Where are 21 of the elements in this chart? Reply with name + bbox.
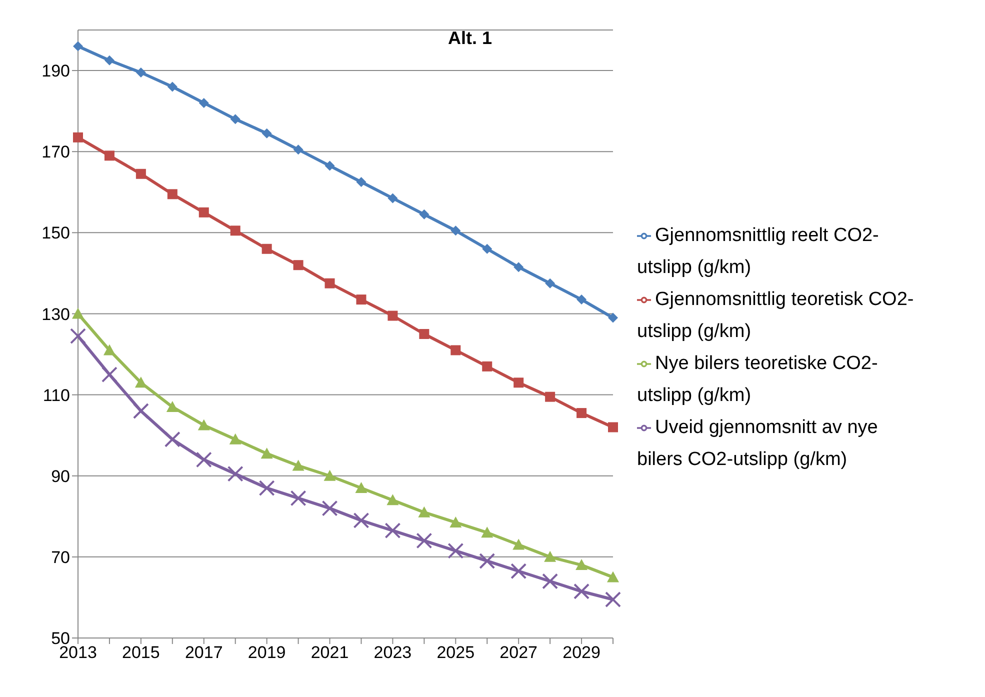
chart-title: Alt. 1 — [448, 28, 492, 49]
y-tick-label: 70 — [51, 548, 70, 567]
y-tick-label: 170 — [42, 142, 70, 162]
x-tick-label: 2015 — [122, 643, 160, 662]
x-tick-label: 2027 — [500, 643, 538, 662]
x-tick-label: 2025 — [436, 643, 475, 662]
y-tick-label: 190 — [42, 62, 70, 81]
legend-label: Nye bilers teoretiske CO2-utslipp (g/km) — [637, 353, 878, 406]
y-tick-label: 90 — [51, 466, 70, 486]
legend-label: Uveid gjennomsnitt av nye bilers CO2-utslipp (g/km) — [637, 417, 878, 470]
x-tick-label: 2019 — [248, 643, 286, 662]
y-tick-label: 130 — [42, 304, 70, 324]
x-tick-label: 2017 — [184, 643, 223, 662]
x-tick-label: 2021 — [310, 643, 349, 662]
x-tick-label: 2013 — [59, 643, 97, 662]
legend-label: Gjennomsnittlig teoretisk CO2-utslipp (g/km) — [637, 289, 914, 342]
x-tick-label: 2029 — [562, 643, 600, 662]
legend-label: Gjennomsnittlig reelt CO2-utslipp (g/km) — [637, 225, 879, 278]
y-tick-label: 110 — [42, 386, 70, 405]
x-tick-label: 2023 — [374, 643, 412, 662]
y-tick-label: 150 — [42, 224, 70, 243]
